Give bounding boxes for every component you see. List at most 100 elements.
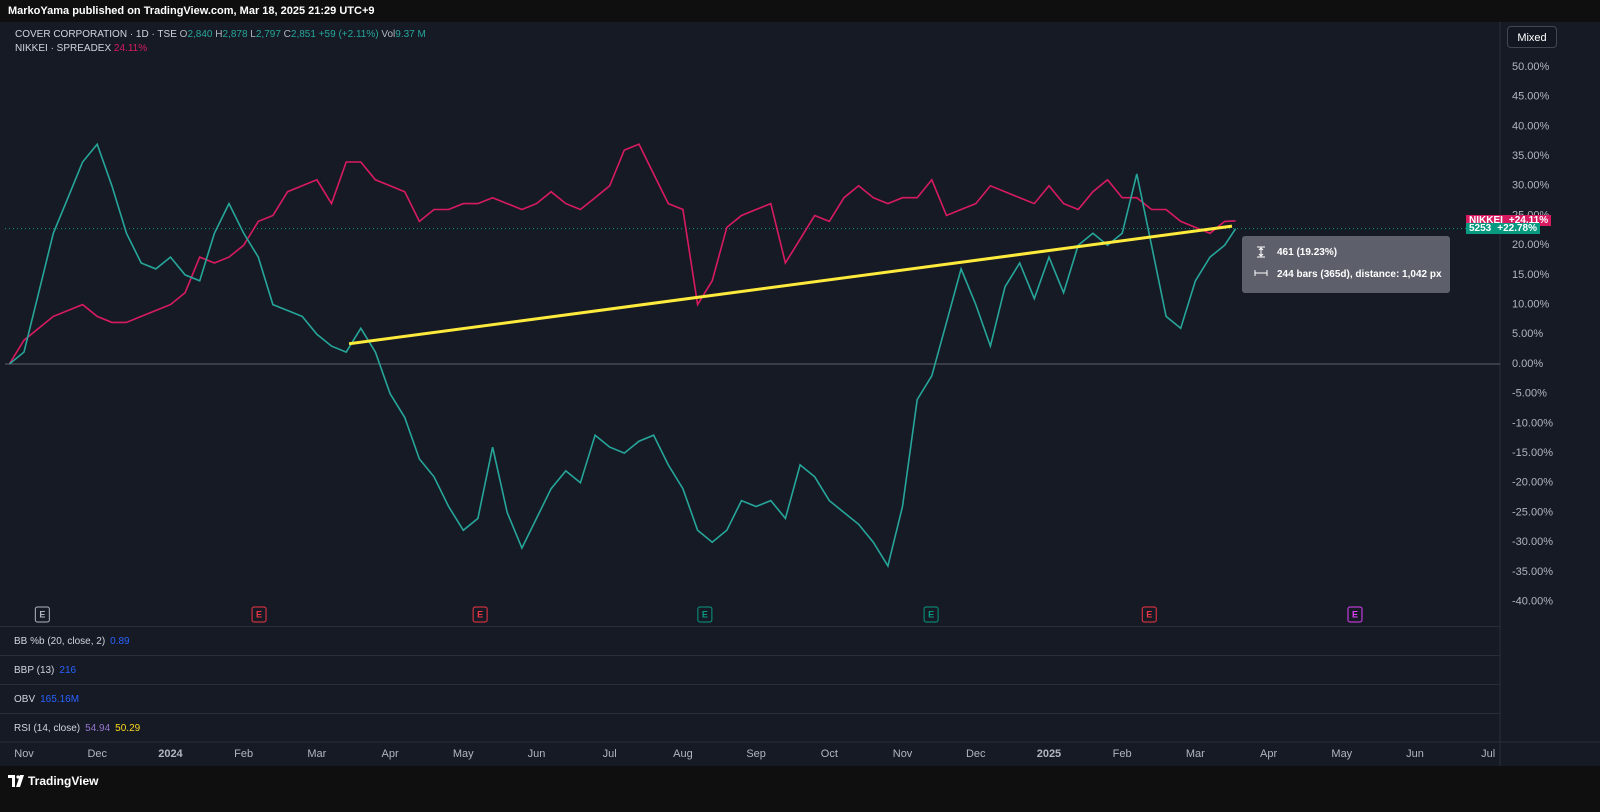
value: 2,851	[290, 29, 316, 40]
series-line	[8, 142, 1237, 568]
change: +59 (+2.11%)	[318, 29, 379, 40]
pane-title: BBP (13)	[14, 665, 55, 676]
x-tick-label: Nov	[893, 748, 913, 760]
earnings-label: E	[39, 609, 45, 619]
icons	[1254, 246, 1268, 276]
label: Vol	[381, 29, 396, 40]
tag-name: NIKKEI	[1466, 215, 1506, 227]
y-tick-label: -30.00%	[1512, 536, 1553, 548]
pane-value: 165.16M	[40, 694, 80, 705]
indicator-pane: BB %b (20, close, 2) 0.89	[0, 626, 1500, 656]
label: H	[215, 29, 223, 40]
x-tick-label: May	[1331, 748, 1352, 760]
price-tag: NIKKEI +24.11%	[1466, 214, 1552, 227]
x-tick-label: Apr	[1260, 748, 1277, 760]
x-tick-label: Oct	[821, 748, 838, 760]
y-tick-label: -5.00%	[1512, 388, 1547, 400]
indicator-pane: RSI (14, close) 54.94 50.29	[0, 713, 1500, 743]
y-tick-label: 35.00%	[1512, 150, 1550, 162]
earnings-label: E	[702, 609, 708, 619]
top-bar: MarkoYama published on TradingView.com, …	[0, 0, 1600, 22]
x-tick-label: Feb	[234, 748, 253, 760]
label: L	[250, 29, 256, 40]
x-tick-label: Jul	[603, 748, 617, 760]
logo	[8, 775, 24, 787]
pane-value: 54.94	[85, 723, 111, 734]
earnings-marker	[34, 606, 50, 623]
earnings-marker	[1347, 606, 1363, 623]
y-tick-label: 40.00%	[1512, 120, 1550, 132]
indicator-pane: OBV 165.16M	[0, 684, 1500, 714]
legend-compare: NIKKEI · SPREADEX 24.11%	[15, 43, 147, 54]
price-tag: 5253 +22.78%	[1466, 222, 1541, 235]
y-tick-label: -35.00%	[1512, 566, 1553, 578]
x-tick-label: Dec	[87, 748, 107, 760]
earnings-marker	[251, 606, 267, 623]
earnings-label: E	[928, 609, 934, 619]
y-tick-label: 45.00%	[1512, 91, 1550, 103]
earnings-label: E	[1352, 609, 1358, 619]
trend-line	[348, 224, 1233, 346]
y-tick-label: -25.00%	[1512, 506, 1553, 518]
series-line	[8, 143, 1236, 365]
x-tick-label: Jul	[1481, 748, 1495, 760]
earnings-label: E	[477, 609, 483, 619]
x-tick-label: Sep	[746, 748, 766, 760]
x-tick-label: Aug	[673, 748, 693, 760]
x-tick-label: Apr	[382, 748, 399, 760]
y-tick-label: 50.00%	[1512, 61, 1550, 73]
earnings-marker	[1141, 606, 1157, 623]
y-tick-label: 5.00%	[1512, 328, 1543, 340]
pane-value: 216	[59, 665, 77, 676]
y-tick-label: 15.00%	[1512, 269, 1550, 281]
pane-title: OBV	[14, 694, 36, 705]
value: 2,797	[255, 29, 281, 40]
earnings-label: E	[1146, 609, 1152, 619]
mode-button[interactable]: Mixed	[1507, 26, 1557, 48]
y-tick-label: 0.00%	[1512, 358, 1543, 370]
x-tick-label: Mar	[1186, 748, 1205, 760]
legend-main: COVER CORPORATION · 1D · TSE O2,840 H2,8…	[15, 29, 426, 40]
chart: 50.00%45.00%40.00%35.00%30.00%25.00%20.0…	[0, 22, 1600, 766]
value: 24.11%	[113, 43, 148, 54]
symbol: NIKKEI · SPREADEX	[15, 43, 112, 54]
y-tick-label: -15.00%	[1512, 447, 1553, 459]
x-tick-label: Dec	[966, 748, 986, 760]
measure-tooltip: 461 (19.23%) 244 bars (365d), distance: …	[1242, 236, 1450, 293]
x-tick-label: Feb	[1113, 748, 1132, 760]
plot-area	[5, 142, 1500, 568]
brand: TradingView	[28, 774, 99, 788]
tag-change: +24.11%	[1505, 215, 1552, 227]
value: 2,878	[222, 29, 248, 40]
pane-title: BB %b (20, close, 2)	[14, 636, 106, 647]
indicator-pane: BBP (13) 216	[0, 655, 1500, 685]
earnings-marker	[472, 606, 488, 623]
earnings-marker	[697, 606, 713, 623]
tag-change: +22.78%	[1494, 223, 1541, 235]
measure-bars: 244 bars (365d), distance: 1,042 px	[1277, 269, 1442, 280]
y-tick-label: 20.00%	[1512, 239, 1550, 251]
symbol: COVER CORPORATION · 1D · TSE	[15, 29, 177, 40]
label: C	[283, 29, 291, 40]
pane-title: RSI (14, close)	[14, 723, 81, 734]
measure-range: 461 (19.23%)	[1277, 247, 1338, 258]
publisher: MarkoYama published on TradingView.com, …	[8, 5, 375, 17]
x-tick-label: May	[453, 748, 474, 760]
earnings-label: E	[256, 609, 262, 619]
x-tick-label: Jun	[1406, 748, 1424, 760]
value: 2,840	[187, 29, 213, 40]
value: 9.37 M	[395, 29, 426, 40]
x-tick-label: Nov	[14, 748, 34, 760]
x-tick-label: 2025	[1037, 748, 1061, 760]
pane-value: 0.89	[110, 636, 130, 647]
y-tick-label: -40.00%	[1512, 595, 1553, 607]
y-tick-label: -20.00%	[1512, 477, 1553, 489]
x-tick-label: Jun	[528, 748, 546, 760]
label: O	[179, 29, 188, 40]
y-tick-label: 30.00%	[1512, 180, 1550, 192]
y-tick-label: -10.00%	[1512, 417, 1553, 429]
x-tick-label: 2024	[158, 748, 183, 760]
pane-value: 50.29	[115, 723, 141, 734]
x-tick-label: Mar	[307, 748, 326, 760]
